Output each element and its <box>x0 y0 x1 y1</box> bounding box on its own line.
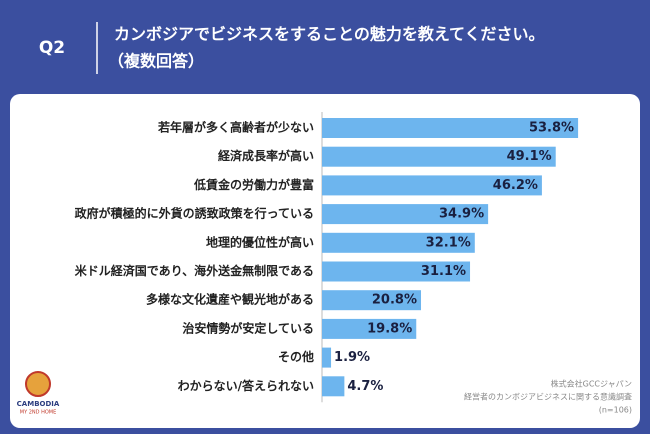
y-tick-label: 若年層が多く高齢者が少ない <box>157 120 314 135</box>
bar <box>322 290 422 311</box>
y-tick-label: 低賃金の労働力が豊富 <box>193 177 314 192</box>
bar <box>322 175 542 196</box>
source: 株式会社GCCジャパン <box>551 379 632 389</box>
y-tick-label: わからない/答えられない <box>178 378 314 393</box>
value-label: 49.1% <box>507 149 552 164</box>
value-label: 34.9% <box>439 207 484 222</box>
value-label: 20.8% <box>372 293 417 308</box>
bar <box>322 376 345 397</box>
chart-subtitle: （複数回答） <box>108 52 204 71</box>
value-label: 46.2% <box>493 178 538 193</box>
y-tick-label: 経済成長率が高い <box>218 148 314 163</box>
source: (n=106) <box>599 406 632 415</box>
value-label: 19.8% <box>367 321 412 336</box>
value-label: 53.8% <box>529 121 574 136</box>
y-tick-label: 米ドル経済国であり、海外送金無制限である <box>75 263 314 278</box>
y-tick-label: 多様な文化遺産や観光地がある <box>146 292 314 307</box>
value-label: 4.7% <box>347 379 383 394</box>
y-tick-label: その他 <box>278 349 314 364</box>
bar <box>322 261 471 282</box>
bar <box>322 347 332 368</box>
y-tick-label: 治安情勢が安定している <box>182 320 314 335</box>
y-tick-label: 地理的優位性が高い <box>206 234 314 249</box>
badge: Q2 <box>39 38 65 58</box>
value-label: 32.1% <box>426 235 471 250</box>
logo-icon <box>25 371 51 397</box>
value-label: 1.9% <box>334 350 370 365</box>
value-label: 31.1% <box>421 264 466 279</box>
bar <box>322 318 417 339</box>
chart-title: カンボジアでビジネスをすることの魅力を教えてください。 <box>114 25 545 44</box>
y-tick-label: 政府が積極的に外貨の誘致政策を行っている <box>75 206 314 221</box>
bar <box>322 204 489 225</box>
logo-text: CAMBODIA <box>17 400 60 408</box>
bar <box>322 118 579 138</box>
bar <box>322 146 556 167</box>
logo-text: MY 2ND HOME <box>20 410 57 416</box>
source: 経営者のカンボジアビジネスに関する意識調査 <box>464 392 632 402</box>
bar <box>322 232 475 253</box>
